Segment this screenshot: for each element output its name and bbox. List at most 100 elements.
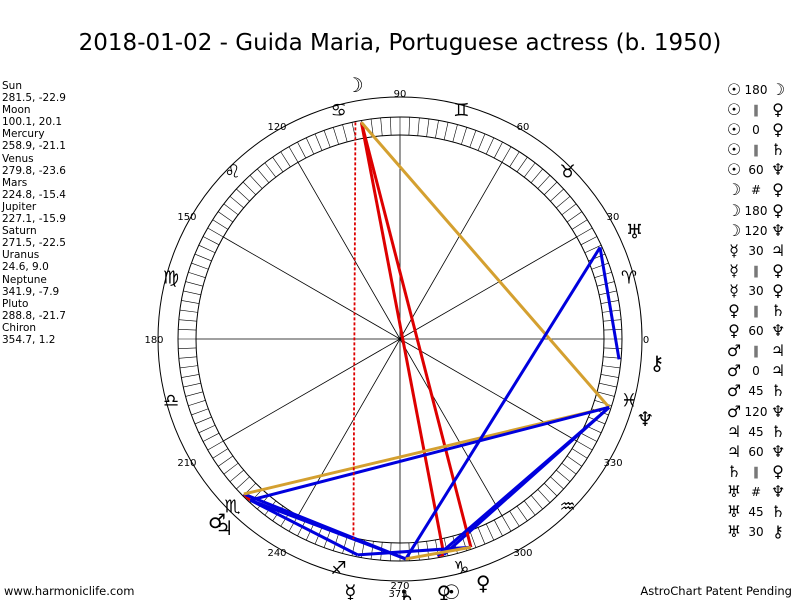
declination-dotted-line (352, 122, 357, 540)
position-value: 227.1, -15.9 (2, 213, 66, 226)
aspect-line (357, 545, 471, 557)
position-name: Jupiter (2, 200, 37, 213)
degree-tick (580, 236, 598, 246)
degree-tick (566, 455, 583, 467)
aspect-planet-2-icon: ♀ (772, 120, 784, 140)
aspect-planet-2-icon: ♀ (772, 200, 784, 220)
planet-uranus-icon: ♅ (626, 220, 644, 244)
degree-label: 210 (177, 458, 196, 469)
aspect-value: ∥ (753, 464, 759, 479)
aspect-line (436, 406, 611, 557)
degree-tick (530, 495, 543, 510)
aspect-planet-2-icon: ♄ (770, 501, 786, 521)
patent-notice: AstroChart Patent Pending (640, 584, 792, 598)
aspect-planet-2-icon: ♀ (772, 180, 784, 200)
degree-label: 330 (603, 458, 622, 469)
position-name: Mars (2, 176, 28, 189)
aspect-value: 60 (748, 163, 764, 178)
aspect-planet-2-icon: ☽ (770, 80, 786, 99)
spoke-line (223, 338, 401, 442)
zodiac-sign-icon: ♊ (453, 100, 469, 121)
zodiac-sign-icon: ♒ (560, 497, 576, 518)
zodiac-sign-icon: ♌ (224, 161, 240, 182)
aspect-row: ☉ 60 ♆ (724, 160, 788, 180)
planet-moon-icon: ☽ (346, 73, 364, 97)
degree-tick (566, 211, 583, 223)
degree-tick (550, 188, 564, 202)
degree-tick (194, 253, 212, 262)
aspect-planet-1-icon: ♀ (728, 301, 740, 321)
degree-tick (194, 416, 212, 425)
aspect-value: 60 (748, 444, 764, 459)
degree-label: 270 (390, 581, 409, 592)
zodiac-sign-icon: ♈ (621, 268, 637, 289)
aspect-planet-2-icon: ♃ (770, 240, 786, 260)
aspect-value: ∥ (753, 103, 759, 118)
degree-tick (584, 244, 602, 254)
position-value: 258.9, -21.1 (2, 140, 66, 153)
degree-tick (561, 462, 577, 475)
aspect-planet-2-icon: ♃ (770, 341, 786, 361)
degree-tick (580, 432, 598, 442)
zodiac-sign-icon: ♉ (560, 161, 576, 182)
degree-label: 240 (267, 548, 286, 559)
degree-tick (594, 271, 612, 278)
position-value: 281.5, -22.9 (2, 92, 66, 105)
degree-tick (493, 141, 503, 159)
site-url[interactable]: www.harmoniclife.com (4, 584, 135, 598)
aspect-planet-1-icon: ☉ (726, 120, 742, 140)
position-name: Moon (2, 104, 31, 117)
degree-tick (602, 365, 621, 369)
degree-tick (469, 130, 477, 148)
aspect-planet-2-icon: ♆ (770, 160, 786, 180)
aspect-value: ∥ (753, 143, 759, 158)
aspect-row: ♅ # ♆ (724, 482, 788, 502)
degree-tick (323, 130, 331, 148)
degree-tick (501, 146, 512, 163)
degree-tick (556, 196, 571, 209)
aspect-line (404, 246, 602, 560)
aspect-line (249, 498, 359, 557)
aspect-planet-1-icon: ☿ (729, 240, 739, 260)
degree-tick (576, 227, 593, 238)
degree-tick (181, 374, 200, 378)
degree-tick (178, 347, 197, 349)
degree-tick (556, 469, 571, 482)
degree-tick (530, 168, 543, 183)
zodiac-sign-icon: ♐ (331, 558, 347, 579)
aspect-planet-1-icon: ♃ (726, 421, 742, 441)
aspect-planet-1-icon: ☽ (726, 220, 742, 240)
aspect-planet-2-icon: ♀ (772, 260, 784, 280)
degree-label: 150 (177, 212, 196, 223)
degree-tick (485, 523, 495, 541)
degree-tick (202, 432, 220, 442)
degree-tick (342, 535, 348, 554)
aspect-row: ☉ 180 ☽ (724, 80, 788, 100)
aspect-planet-1-icon: ♂ (726, 401, 742, 421)
degree-tick (178, 329, 197, 331)
degree-tick (408, 117, 410, 136)
aspect-value: ∥ (753, 263, 759, 278)
aspect-line (359, 122, 473, 548)
planet-mercury-icon: ☿ (344, 580, 356, 600)
aspect-planet-1-icon: ☿ (729, 280, 739, 300)
aspect-line (598, 247, 621, 360)
degree-tick (342, 124, 348, 143)
degree-tick (523, 162, 536, 178)
aspect-line (249, 405, 610, 502)
aspect-planet-1-icon: ♂ (726, 341, 742, 361)
aspect-value: 0 (752, 364, 760, 379)
aspect-planet-1-icon: ♅ (726, 481, 742, 501)
degree-tick (272, 156, 284, 173)
aspect-planet-2-icon: ♆ (770, 401, 786, 421)
position-name: Mercury (2, 128, 45, 141)
outer-ring (157, 96, 643, 582)
aspect-line (249, 498, 407, 561)
degree-tick (591, 262, 609, 270)
degree-tick (571, 448, 588, 459)
degree-tick (537, 489, 551, 503)
planet-venus-icon: ♀ (437, 581, 452, 600)
spoke-line (223, 236, 401, 340)
aspect-row: ♂ 45 ♄ (724, 381, 788, 401)
